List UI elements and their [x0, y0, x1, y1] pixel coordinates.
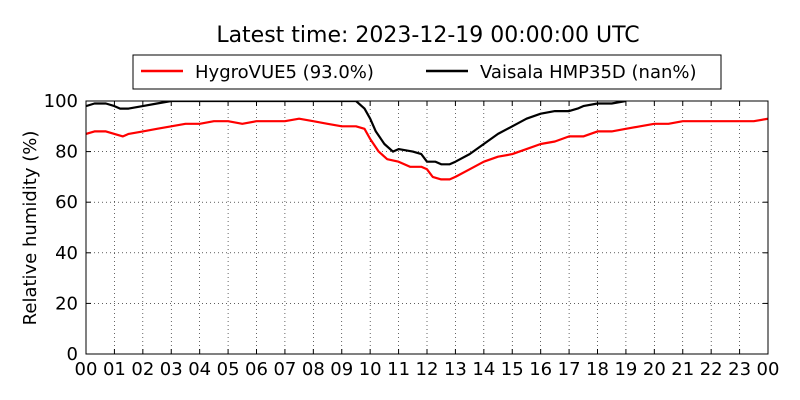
x-tick-label: 08 [302, 359, 325, 380]
y-tick-label: 100 [44, 91, 78, 112]
x-tick-label: 21 [671, 359, 694, 380]
y-tick-labels: 0 20 40 60 80 100 [44, 91, 78, 365]
x-tick-label: 12 [416, 359, 439, 380]
series-line-hygrovue5 [86, 117, 768, 181]
series-layer [86, 101, 768, 181]
x-tick-label: 15 [501, 359, 524, 380]
x-tick-label: 06 [245, 359, 268, 380]
x-tick-label: 22 [700, 359, 723, 380]
legend-label-vaisala: Vaisala HMP35D (nan%) [480, 62, 697, 83]
series-line-vaisala [86, 101, 627, 166]
x-tick-label: 01 [103, 359, 126, 380]
plot-frame [85, 100, 769, 355]
x-tick-label: 11 [387, 359, 410, 380]
y-tick-label: 60 [55, 192, 78, 213]
legend: HygroVUE5 (93.0%) Vaisala HMP35D (nan%) [132, 54, 722, 90]
legend-label-hygrovue5: HygroVUE5 (93.0%) [195, 62, 374, 83]
x-tick-label: 09 [330, 359, 353, 380]
ticks [85, 100, 769, 355]
x-tick-label: 23 [728, 359, 751, 380]
x-tick-label: 02 [131, 359, 154, 380]
y-tick-label: 80 [55, 142, 78, 163]
y-tick-label: 20 [55, 293, 78, 314]
chart-title: Latest time: 2023-12-19 00:00:00 UTC [216, 23, 639, 48]
x-tick-label: 20 [643, 359, 666, 380]
x-tick-labels: 00 01 02 03 04 05 06 07 08 09 10 11 12 13 14 15 16 17 18 19… [75, 359, 780, 380]
x-tick-label: 04 [188, 359, 211, 380]
x-tick-label: 10 [359, 359, 382, 380]
x-tick-label: 17 [558, 359, 581, 380]
x-tick-label: 16 [529, 359, 552, 380]
x-tick-label: 14 [472, 359, 495, 380]
grid [86, 101, 768, 354]
x-tick-label: 18 [586, 359, 609, 380]
y-tick-label: 0 [67, 344, 78, 365]
x-tick-label: 13 [444, 359, 467, 380]
y-axis-label: Relative humidity (%) [20, 131, 41, 326]
x-tick-label: 07 [273, 359, 296, 380]
x-tick-label: 00 [757, 359, 780, 380]
y-tick-label: 40 [55, 243, 78, 264]
x-tick-label: 00 [75, 359, 98, 380]
x-tick-label: 19 [614, 359, 637, 380]
x-tick-label: 03 [160, 359, 183, 380]
x-tick-label: 05 [217, 359, 240, 380]
